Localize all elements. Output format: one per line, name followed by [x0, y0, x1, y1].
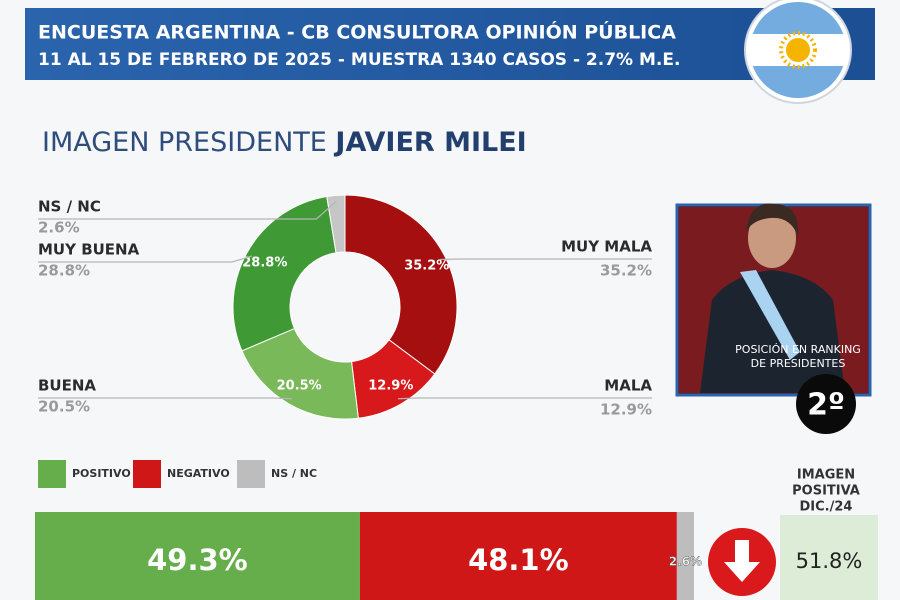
bar-label: 49.3% [147, 543, 248, 577]
previous-label: POSITIVA [792, 484, 860, 499]
bar-label: 2.6% [669, 555, 702, 569]
title: IMAGEN PRESIDENTE JAVIER MILEI [42, 127, 527, 158]
outer-label: MUY MALA [561, 238, 652, 256]
header-line: ENCUESTA ARGENTINA - CB CONSULTORA OPINI… [38, 20, 676, 44]
outer-value: 35.2% [600, 262, 652, 280]
legend-label: NEGATIVO [167, 467, 230, 480]
outer-label: NS / NC [38, 198, 101, 216]
legend-label: NS / NC [271, 467, 317, 480]
slice-label: 28.8% [242, 255, 287, 270]
legend-swatch [38, 460, 66, 488]
ranking-label: POSICIÓN EN RANKING [735, 343, 861, 356]
outer-label: MUY BUENA [38, 241, 140, 259]
header-band [25, 8, 875, 80]
previous-label: IMAGEN [797, 468, 855, 483]
bar-segment [359, 512, 677, 600]
previous-box [780, 515, 878, 600]
donut-slice [232, 195, 337, 352]
donut-slice [326, 194, 346, 254]
slice-label: 35.2% [404, 258, 449, 273]
outer-value: 28.8% [38, 262, 90, 280]
bar-segment [35, 512, 360, 600]
bar-segment [676, 512, 694, 600]
legend-label: POSITIVO [72, 467, 131, 480]
legend-swatch [133, 460, 161, 488]
previous-label: DIC./24 [800, 500, 853, 515]
previous-value: 51.8% [796, 549, 863, 573]
slice-label: 20.5% [277, 379, 322, 394]
title-name: JAVIER MILEI [333, 127, 526, 158]
outer-value: 20.5% [38, 398, 90, 416]
ranking-badge [796, 374, 856, 434]
bar-label: 48.1% [468, 543, 569, 577]
outer-label: MALA [604, 377, 652, 395]
outer-label: BUENA [38, 377, 96, 395]
flag [744, 0, 852, 104]
header-line: 11 AL 15 DE FEBRERO DE 2025 - MUESTRA 13… [38, 50, 680, 70]
legend-swatch [237, 460, 265, 488]
leader-line [398, 397, 652, 400]
photo-panel [675, 203, 872, 397]
outer-value: 2.6% [38, 219, 80, 237]
leader-line [38, 255, 253, 263]
ranking-label: DE PRESIDENTES [751, 357, 846, 370]
outer-value: 12.9% [600, 401, 652, 419]
title-prefix: IMAGEN PRESIDENTE [42, 127, 327, 158]
leader-line [38, 200, 337, 220]
donut-slice [344, 194, 458, 375]
ranking-position: 2º [807, 388, 845, 423]
trend-arrow [708, 528, 776, 596]
leader-line [38, 397, 292, 400]
donut-slice [241, 327, 359, 420]
slice-label: 12.9% [368, 379, 413, 394]
